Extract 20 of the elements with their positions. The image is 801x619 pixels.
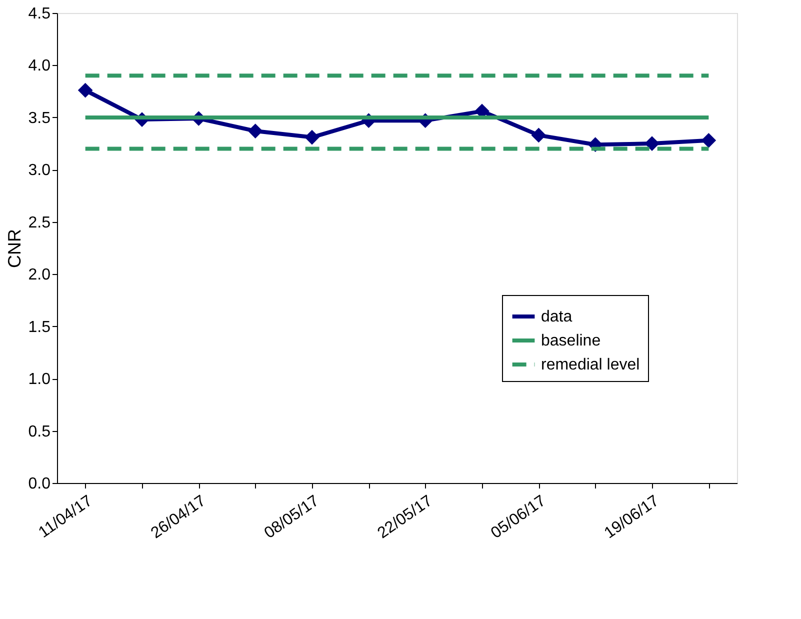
legend-label: data: [541, 308, 572, 326]
point: [531, 128, 546, 143]
y-tick-label: 4.5: [28, 6, 51, 22]
point: [701, 133, 716, 148]
y-tick-label: 2.5: [28, 214, 51, 232]
legend-label: remedial level: [541, 356, 640, 374]
point: [78, 82, 93, 98]
y-tick-label: 1.0: [28, 371, 51, 388]
y-tick-label: 1.5: [28, 318, 51, 336]
y-tick-label: 3.0: [28, 162, 51, 180]
y-axis-title: CNR: [4, 229, 24, 268]
y-tick-label: 0.5: [28, 423, 51, 440]
point: [248, 124, 263, 138]
y-tick-label: 0.0: [28, 476, 51, 492]
y-tick-label: 2.0: [28, 266, 51, 284]
legend-label: baseline: [541, 332, 601, 350]
y-tick-label: 3.5: [28, 110, 51, 127]
point: [304, 130, 320, 145]
point: [644, 136, 660, 151]
y-tick-label: 4.0: [28, 58, 51, 75]
